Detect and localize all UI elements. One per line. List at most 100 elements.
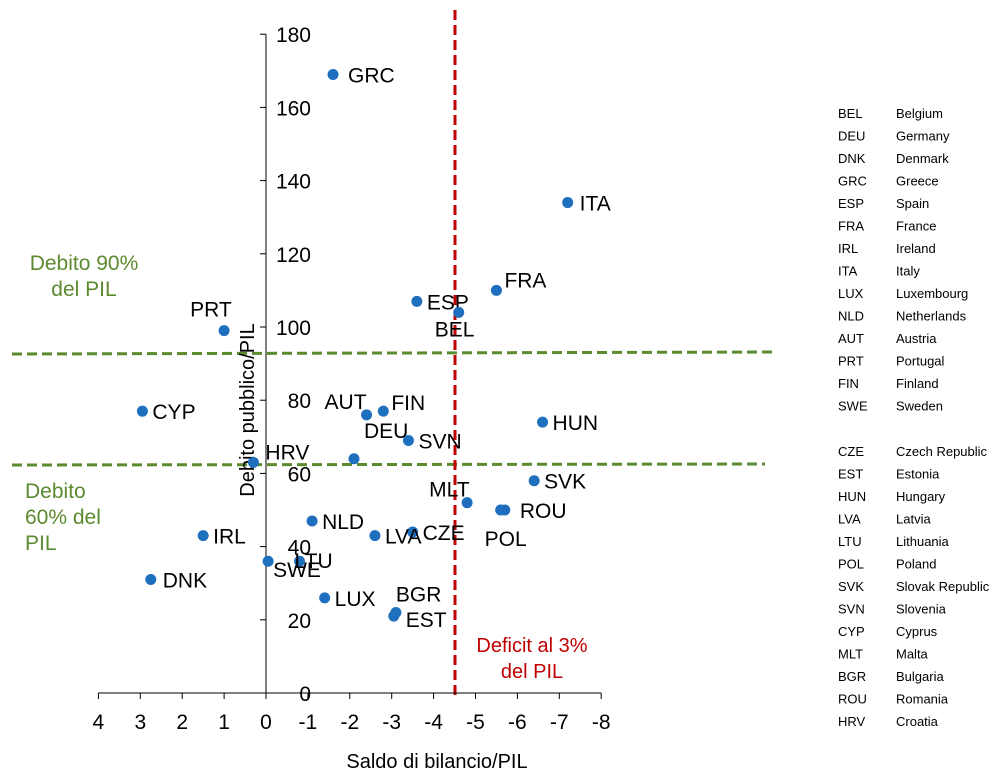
x-tick-label: -5 [466, 711, 485, 734]
point-label-svk: SVK [544, 471, 586, 494]
legend-code: FRA [838, 219, 864, 234]
debt-60-annotation: Debito [25, 480, 86, 503]
y-axis-title: Debito pubblico/PIL [237, 323, 259, 496]
point-label-mlt: MLT [429, 479, 470, 502]
x-axis-title: Saldo di bilancio/PIL [346, 751, 527, 771]
debt-60-line [11, 462, 766, 467]
legend-code: LTU [838, 534, 862, 549]
point-cyp [136, 405, 148, 417]
point-mlt [461, 497, 473, 509]
legend-code: BGR [838, 669, 866, 684]
point-fin [377, 405, 389, 417]
point-label-fin: FIN [391, 392, 425, 415]
point-esp [411, 295, 423, 307]
point-label-grc: GRC [348, 64, 395, 87]
y-tick-label: 20 [288, 610, 311, 633]
debt-90-annotation: Debito 90% [30, 252, 139, 275]
x-tick-label: -1 [299, 711, 318, 734]
x-tick-label: 1 [218, 711, 230, 734]
point-label-bel: BEL [435, 318, 475, 341]
legend-code: GRC [838, 174, 867, 189]
legend-code: SVK [838, 579, 864, 594]
legend-name: Spain [896, 196, 929, 211]
deficit-annotation: del PIL [501, 661, 563, 683]
legend-name: Denmark [896, 151, 949, 166]
legend-code: LUX [838, 286, 864, 301]
legend-name: Poland [896, 557, 936, 572]
point-label-lva: LVA [385, 526, 422, 549]
legend-name: Slovenia [896, 602, 947, 617]
legend-name: Portugal [896, 354, 945, 369]
legend-name: Lithuania [896, 534, 950, 549]
x-tick-label: 0 [260, 711, 272, 734]
y-tick-label: 40 [288, 537, 311, 560]
point-fra [490, 284, 502, 296]
point-label-irl: IRL [213, 526, 246, 549]
point-label-hrv: HRV [265, 441, 309, 464]
axes: 4 3 2 1 0 -1 -2 -3 -4 -5 -6 -7 -8 0 20 40 60 80 100 120 140 1… [93, 24, 611, 771]
legend-code: ESP [838, 196, 864, 211]
legend-name: Malta [896, 647, 929, 662]
legend-name: Finland [896, 376, 939, 391]
debt-90-annotation: del PIL [51, 278, 116, 301]
point-label-nld: NLD [322, 511, 364, 534]
deficit-annotation: Deficit al 3% [476, 635, 587, 657]
point-swe [262, 555, 274, 567]
debt-60-annotation: 60% del [25, 506, 101, 529]
x-tick-label: -6 [508, 711, 527, 734]
legend-code: EST [838, 467, 863, 482]
legend-name: Germany [896, 129, 950, 144]
legend-name: Ireland [896, 241, 936, 256]
legend-code: LVA [838, 512, 861, 527]
point-prt [218, 325, 230, 337]
legend-name: Latvia [896, 512, 931, 527]
point-label-rou: ROU [520, 500, 567, 523]
point-pol [495, 504, 507, 516]
legend-code: ITA [838, 264, 858, 279]
annotations: Debito 90% del PIL Debito 60% del PIL Deficit… [25, 252, 588, 683]
point-label-svn: SVN [418, 430, 461, 453]
legend-code: CYP [838, 624, 865, 639]
legend-name: Hungary [896, 489, 946, 504]
legend-name: Bulgaria [896, 669, 944, 684]
legend-code: FIN [838, 376, 859, 391]
point-bel [453, 306, 465, 318]
x-tick-label: -3 [382, 711, 401, 734]
legend-code: NLD [838, 309, 864, 324]
legend-code: DNK [838, 151, 866, 166]
x-tick-label: -7 [550, 711, 569, 734]
legend-name: France [896, 219, 936, 234]
point-label-pol: POL [485, 528, 527, 551]
x-tick-label: -2 [340, 711, 359, 734]
point-label-swe: SWE [273, 559, 321, 582]
point-ita [562, 197, 574, 209]
y-tick-label: 100 [276, 317, 311, 340]
legend-name: Slovak Republic [896, 579, 990, 594]
debt-60-annotation: PIL [25, 532, 57, 555]
country-legend: BEL Belgium DEU Germany DNK Denmark GRC Greece E… [838, 106, 990, 729]
x-tick-label: 2 [176, 711, 188, 734]
debt-90-line [11, 350, 776, 356]
point-deu [348, 453, 360, 465]
legend-code: HUN [838, 489, 866, 504]
legend-name: Austria [896, 331, 937, 346]
point-grc [327, 68, 339, 80]
y-tick-label: 180 [276, 24, 311, 47]
point-label-prt: PRT [190, 299, 232, 322]
legend-code: SWE [838, 399, 868, 414]
point-lva [369, 530, 381, 542]
point-label-ita: ITA [580, 193, 611, 216]
point-label-cze: CZE [423, 522, 465, 545]
legend-name: Cyprus [896, 624, 938, 639]
point-label-est: EST [406, 609, 447, 632]
point-lux [319, 592, 331, 604]
legend-name: Italy [896, 264, 920, 279]
point-ltu [294, 555, 306, 567]
legend-name: Czech Republic [896, 444, 988, 459]
legend-code: MLT [838, 647, 863, 662]
legend-name: Sweden [896, 399, 943, 414]
point-aut [361, 409, 373, 421]
point-label-deu: DEU [364, 420, 408, 443]
x-tick-label: 4 [93, 711, 105, 734]
